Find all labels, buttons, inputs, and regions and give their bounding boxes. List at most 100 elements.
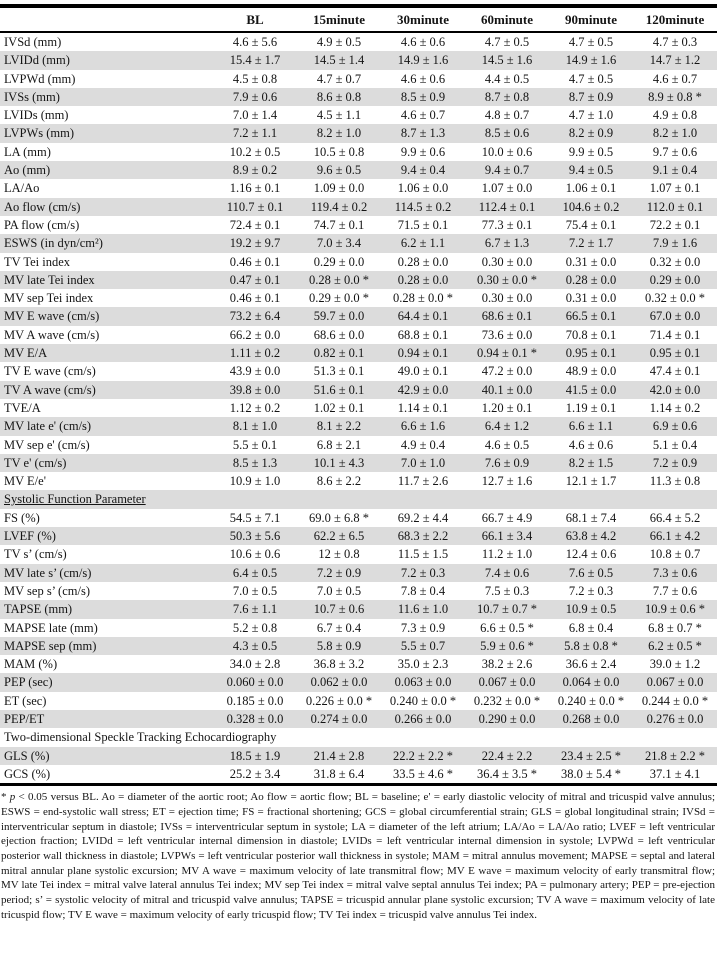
- row-label: PEP/ET: [4, 711, 45, 726]
- cell-value: 4.6 ± 0.6: [400, 71, 446, 86]
- cell-value: 4.6 ± 0.7: [652, 71, 698, 86]
- row-label: TV e' (cm/s): [4, 455, 67, 470]
- cell-value: 71.5 ± 0.1: [397, 217, 449, 232]
- cell-value: 1.02 ± 0.1: [313, 400, 365, 415]
- cell-value: 1.07 ± 0.0: [481, 181, 533, 196]
- cell-value: 11.7 ± 2.6: [397, 474, 449, 489]
- row-label: TV E wave (cm/s): [4, 364, 96, 379]
- cell-value: 7.2 ± 1.7: [568, 236, 614, 251]
- cell-value: 1.20 ± 0.1: [481, 400, 533, 415]
- cell-value: 8.7 ± 0.9: [568, 89, 614, 104]
- corner-cell: [0, 6, 213, 33]
- table-row: GCS (%) 25.2 ± 3.4 31.8 ± 6.4 33.5 ± 4.6 * 3…: [0, 765, 717, 785]
- section-title: Systolic Function Parameter: [0, 490, 717, 508]
- cell-value: 7.3 ± 0.9: [400, 620, 446, 635]
- cell-value: 41.5 ± 0.0: [565, 382, 617, 397]
- cell-value: 10.9 ± 1.0: [229, 474, 281, 489]
- cell-value: 0.95 ± 0.1: [649, 346, 701, 361]
- cell-value: 6.9 ± 0.6: [652, 419, 698, 434]
- cell-value: 0.29 ± 0.0 *: [309, 291, 369, 306]
- cell-value: 73.6 ± 0.0: [481, 327, 533, 342]
- cell-value: 34.0 ± 2.8: [229, 657, 281, 672]
- cell-value: 4.9 ± 0.5: [316, 35, 362, 49]
- cell-value: 7.9 ± 0.6: [232, 89, 278, 104]
- cell-value: 8.5 ± 1.3: [232, 455, 278, 470]
- cell-value: 9.9 ± 0.6: [400, 144, 446, 159]
- cell-value: 104.6 ± 0.2: [562, 199, 620, 214]
- table-row: TV e' (cm/s) 8.5 ± 1.3 10.1 ± 4.3 7.0 ± 1.0…: [0, 453, 717, 473]
- cell-value: 6.4 ± 1.2: [484, 419, 530, 434]
- cell-value: 6.8 ± 2.1: [316, 437, 362, 452]
- cell-value: 50.3 ± 5.6: [229, 529, 281, 544]
- cell-value: 74.7 ± 0.1: [313, 217, 365, 232]
- section-row: Systolic Function Parameter: [0, 490, 717, 509]
- table-row: MV late e' (cm/s) 8.1 ± 1.0 8.1 ± 2.2 6.6 ±…: [0, 417, 717, 436]
- cell-value: 0.46 ± 0.1: [229, 254, 281, 269]
- cell-value: 6.6 ± 1.6: [400, 419, 446, 434]
- cell-value: 19.2 ± 9.7: [229, 236, 281, 251]
- cell-value: 7.5 ± 0.3: [484, 583, 530, 598]
- table-row: TVE/A 1.12 ± 0.2 1.02 ± 0.1 1.14 ± 0.1 1.20 …: [0, 399, 717, 417]
- cell-value: 4.7 ± 0.5: [568, 35, 614, 49]
- cell-value: 14.7 ± 1.2: [649, 53, 701, 68]
- row-label: MV E/A: [4, 346, 48, 361]
- cell-value: 38.2 ± 2.6: [481, 657, 533, 672]
- cell-value: 8.7 ± 0.8: [484, 89, 530, 104]
- cell-value: 4.7 ± 0.5: [484, 35, 530, 49]
- cell-value: 5.2 ± 0.8: [232, 620, 278, 635]
- cell-value: 7.7 ± 0.6: [652, 583, 698, 598]
- cell-value: 73.2 ± 6.4: [229, 309, 281, 324]
- cell-value: 0.064 ± 0.0: [562, 675, 620, 690]
- row-label: TAPSE (mm): [4, 602, 73, 617]
- cell-value: 4.3 ± 0.5: [232, 638, 278, 653]
- cell-value: 8.6 ± 0.8: [316, 89, 362, 104]
- row-label: LA (mm): [4, 144, 51, 159]
- table-row: MV sep e' (cm/s) 5.5 ± 0.1 6.8 ± 2.1 4.9 ± …: [0, 436, 717, 454]
- table-row: MV E/A 1.11 ± 0.2 0.82 ± 0.1 0.94 ± 0.1 0.94…: [0, 344, 717, 363]
- cell-value: 69.0 ± 6.8 *: [309, 510, 369, 525]
- footnote-p-symbol: p: [9, 791, 16, 804]
- cell-value: 0.274 ± 0.0: [310, 711, 368, 726]
- table-row: MV sep Tei index 0.46 ± 0.1 0.29 ± 0.0 * 0.…: [0, 289, 717, 307]
- row-label: MV A wave (cm/s): [4, 327, 100, 342]
- cell-value: 69.2 ± 4.4: [397, 510, 449, 525]
- section-title-text: Systolic Function Parameter: [4, 492, 146, 507]
- column-header: 30minute: [381, 6, 465, 33]
- cell-value: 1.14 ± 0.1: [397, 400, 449, 415]
- cell-value: 10.8 ± 0.7: [649, 547, 701, 562]
- cell-value: 1.11 ± 0.2: [229, 346, 281, 361]
- cell-value: 1.19 ± 0.1: [565, 400, 617, 415]
- cell-value: 0.94 ± 0.1: [397, 346, 449, 361]
- cell-value: 35.0 ± 2.3: [397, 657, 449, 672]
- cell-value: 10.2 ± 0.5: [229, 144, 281, 159]
- row-label: Ao (mm): [4, 163, 51, 178]
- cell-value: 68.6 ± 0.1: [481, 309, 533, 324]
- cell-value: 59.7 ± 0.0: [313, 309, 365, 324]
- cell-value: 6.6 ± 0.5 *: [480, 620, 534, 635]
- cell-value: 4.8 ± 0.7: [484, 108, 530, 123]
- cell-value: 64.4 ± 0.1: [397, 309, 449, 324]
- echo-parameters-table: BL 15minute 30minute 60minute 90minute 120min…: [0, 4, 717, 787]
- cell-value: 0.244 ± 0.0 *: [641, 693, 709, 708]
- cell-value: 0.46 ± 0.1: [229, 291, 281, 306]
- cell-value: 0.29 ± 0.0: [313, 254, 365, 269]
- cell-value: 5.1 ± 0.4: [652, 437, 698, 452]
- cell-value: 0.30 ± 0.0: [481, 254, 533, 269]
- row-label: LVIDs (mm): [4, 108, 69, 123]
- cell-value: 7.0 ± 3.4: [316, 236, 362, 251]
- row-label: LA/Ao: [4, 181, 40, 196]
- cell-value: 0.276 ± 0.0: [646, 711, 704, 726]
- cell-value: 72.4 ± 0.1: [229, 217, 281, 232]
- cell-value: 0.28 ± 0.0: [397, 254, 449, 269]
- cell-value: 66.2 ± 0.0: [229, 327, 281, 342]
- cell-value: 51.6 ± 0.1: [313, 382, 365, 397]
- row-label: MV sep e' (cm/s): [4, 437, 90, 452]
- cell-value: 0.067 ± 0.0: [646, 675, 704, 690]
- cell-value: 12 ± 0.8: [318, 547, 360, 562]
- row-label: IVSs (mm): [4, 89, 60, 104]
- cell-value: 11.3 ± 0.8: [649, 474, 701, 489]
- cell-value: 66.1 ± 4.2: [649, 529, 701, 544]
- table-row: TV A wave (cm/s) 39.8 ± 0.0 51.6 ± 0.1 42.9…: [0, 380, 717, 399]
- table-row: ET (sec) 0.185 ± 0.0 0.226 ± 0.0 * 0.240 ± …: [0, 692, 717, 710]
- cell-value: 54.5 ± 7.1: [229, 510, 281, 525]
